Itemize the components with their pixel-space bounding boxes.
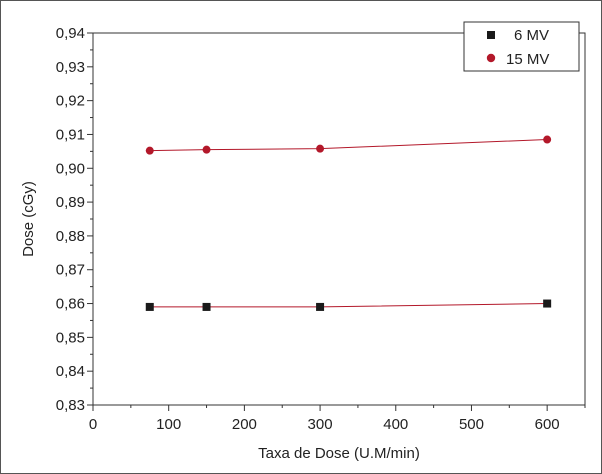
x-tick-label: 300 <box>308 416 333 433</box>
data-point-circle <box>543 135 552 144</box>
legend-marker-15mv <box>486 53 496 63</box>
series-layer <box>145 135 552 311</box>
y-tick-label: 0,87 <box>56 262 85 279</box>
y-tick-label: 0,89 <box>56 194 85 211</box>
y-tick-label: 0,88 <box>56 228 85 245</box>
legend-box <box>463 21 580 72</box>
series-line <box>149 139 548 152</box>
legend-marker-6mv <box>487 31 495 39</box>
data-point-square <box>145 302 154 311</box>
series-line <box>149 303 548 308</box>
data-point-circle <box>145 146 154 155</box>
x-tick-label: 200 <box>232 416 257 433</box>
y-tick-label: 0,86 <box>56 296 85 313</box>
x-tick-label: 0 <box>89 416 97 433</box>
y-tick-label: 0,94 <box>56 25 85 42</box>
y-tick-label: 0,84 <box>56 363 85 380</box>
y-tick-label: 0,90 <box>56 160 85 177</box>
x-axis: 0 100 200 300 400 500 600 <box>89 405 586 433</box>
data-point-square <box>543 299 552 308</box>
data-point-square <box>202 302 211 311</box>
y-tick-label: 0,92 <box>56 93 85 110</box>
data-point-circle <box>316 144 325 153</box>
y-axis-title: Dose (cGy) <box>20 181 37 257</box>
y-tick-label: 0,93 <box>56 59 85 76</box>
x-tick-label: 400 <box>383 416 408 433</box>
y-tick-label: 0,85 <box>56 329 85 346</box>
data-point-square <box>316 302 325 311</box>
legend-label-6mv: 6 MV <box>514 27 549 44</box>
x-tick-label: 500 <box>459 416 484 433</box>
x-tick-label: 600 <box>535 416 560 433</box>
legend: 6 MV 15 MV <box>463 21 580 72</box>
x-tick-label: 100 <box>156 416 181 433</box>
y-tick-label: 0,91 <box>56 126 85 143</box>
x-axis-title: Taxa de Dose (U.M/min) <box>258 445 420 462</box>
legend-label-15mv: 15 MV <box>506 51 549 68</box>
data-point-circle <box>202 145 211 154</box>
y-tick-label: 0,83 <box>56 397 85 414</box>
plot-area <box>92 32 586 406</box>
y-axis: 0,83 0,84 0,85 0,86 0,87 0,88 0,89 0,90 0,91 0,92… <box>56 25 93 414</box>
